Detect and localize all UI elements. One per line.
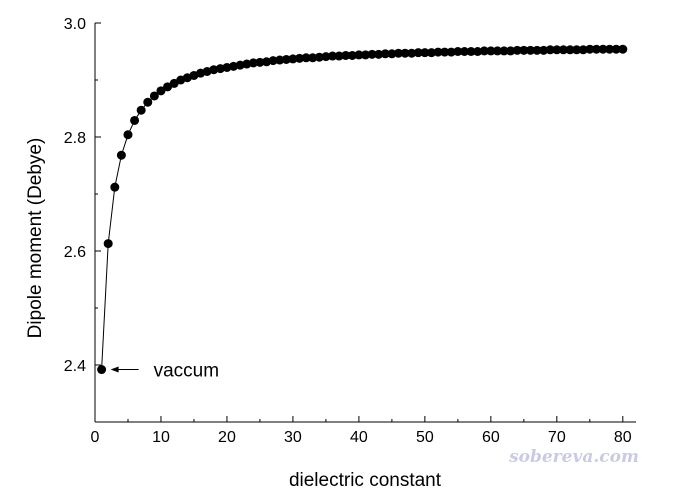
data-point [413,48,423,58]
data-point [605,44,615,54]
data-point [156,86,166,96]
data-point [400,48,410,58]
data-point [420,48,430,58]
x-axis-ticks: 0 10 20 30 40 50 60 70 80 [91,416,632,446]
data-point [440,47,450,57]
x-tick-label: 80 [614,429,632,446]
y-tick-label: 2.4 [64,358,86,375]
data-point [123,130,133,140]
x-tick-label: 70 [548,429,566,446]
data-point [618,44,628,54]
data-point [519,45,529,55]
data-point [308,53,318,63]
x-tick-label: 10 [152,429,170,446]
x-tick-label: 30 [284,429,302,446]
data-point [354,50,364,60]
data-point [314,52,324,62]
data-point [163,82,173,92]
y-tick-label: 2.6 [64,244,86,261]
plot-area [94,23,636,423]
x-tick-label: 20 [218,429,236,446]
data-point [558,45,568,55]
data-point [433,47,443,57]
data-point [393,48,403,58]
data-point [321,52,331,62]
data-point [374,49,384,59]
data-point [110,182,120,192]
data-point [97,365,107,375]
data-point [334,51,344,61]
data-point [387,49,397,59]
annotation-label: vaccum [154,361,219,382]
y-axis-title: Dipole moment (Debye) [25,138,46,339]
data-point [380,49,390,59]
data-point [341,50,351,60]
data-point [136,105,146,115]
data-point [143,97,153,107]
data-point [426,48,436,58]
x-tick-label: 50 [416,429,434,446]
data-point [486,46,496,56]
annotation-arrowhead [110,366,119,373]
data-point [611,44,621,54]
data-point [552,45,562,55]
data-point [288,54,298,64]
data-point [565,45,575,55]
data-point [453,47,463,56]
y-axis-ticks: 2.4 2.6 2.8 3.0 [64,16,101,423]
data-point [103,239,113,249]
x-tick-label: 0 [91,429,100,446]
y-tick-label: 2.8 [64,130,86,147]
data-point [268,56,278,66]
data-point [598,44,608,54]
data-points [97,44,628,375]
data-point [572,45,582,55]
data-point [473,47,483,56]
data-point [347,50,357,60]
data-point [116,150,126,160]
watermark-text: sobereva.com [508,447,639,467]
data-point [499,46,509,56]
x-tick-label: 60 [482,429,500,446]
data-point [275,55,285,65]
data-point [545,45,555,55]
data-point [539,45,549,55]
data-point [295,53,305,63]
data-point [578,45,588,55]
data-point [492,46,502,56]
data-point [130,115,140,125]
data-point [466,47,476,56]
data-point [281,54,291,64]
data-point [591,44,601,54]
data-point [506,46,516,56]
x-axis-title: dielectric constant [289,470,442,491]
data-point [169,78,179,88]
data-point [525,45,535,55]
data-point [361,50,370,60]
annotation: vaccum [110,361,219,382]
data-point [479,46,489,56]
data-point [301,53,311,63]
series-line [101,48,623,370]
data-point [149,91,159,101]
data-point [532,45,542,55]
data-point [512,45,522,55]
data-point [585,44,595,54]
data-point [255,57,265,67]
x-tick-label: 40 [350,429,368,446]
data-point [248,58,258,68]
data-point [328,51,338,61]
data-point [367,49,377,59]
data-point [407,48,417,58]
data-point [459,47,469,56]
y-tick-label: 3.0 [64,16,86,33]
data-point [446,47,456,57]
